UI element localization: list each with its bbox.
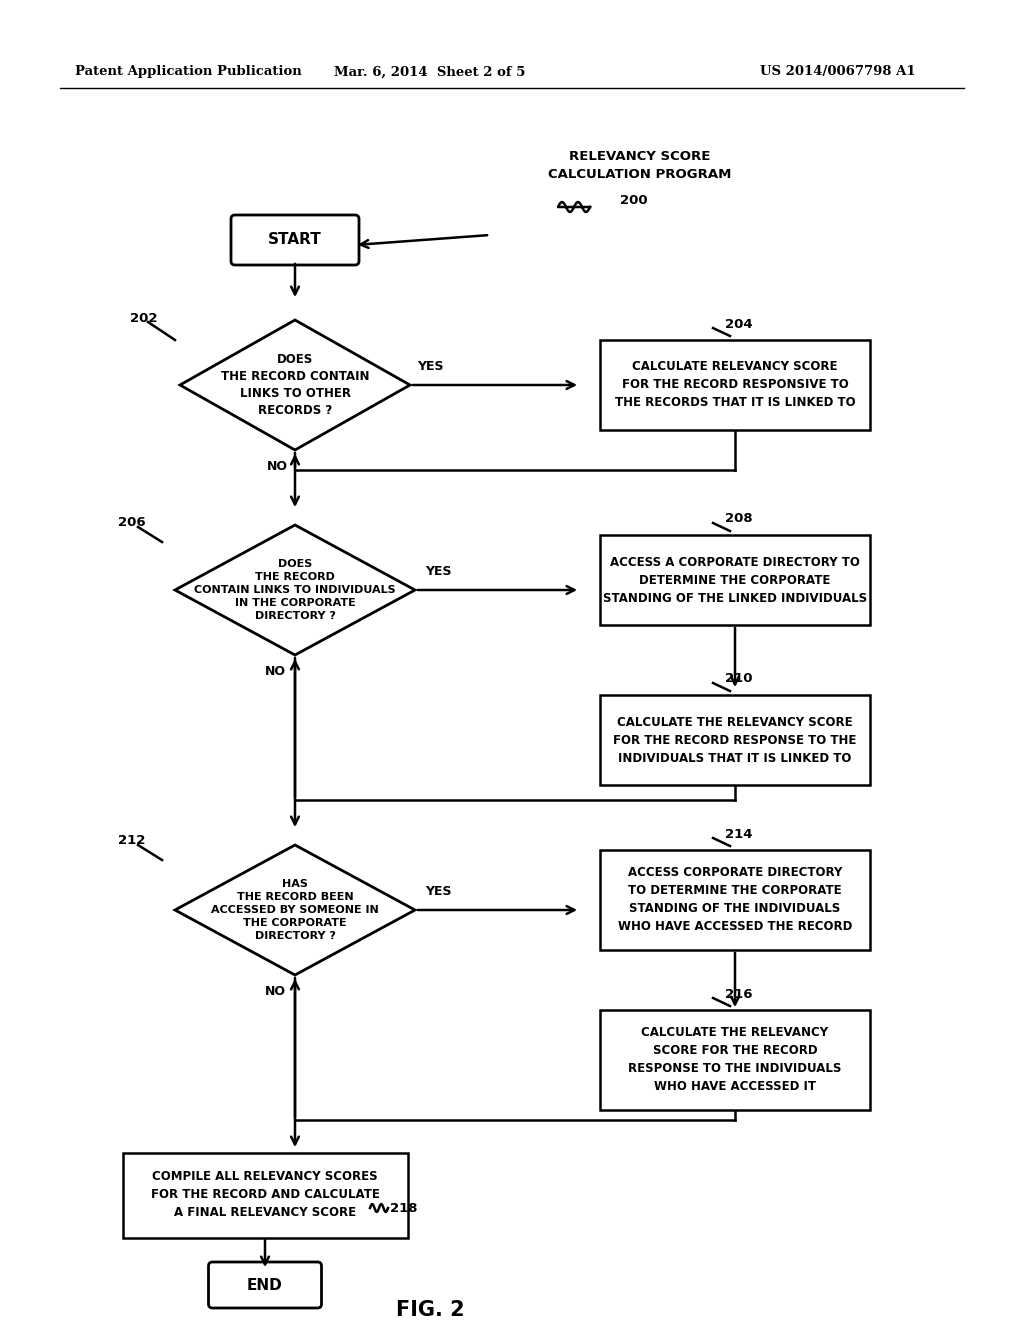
Text: NO: NO <box>264 665 286 678</box>
Bar <box>123 1152 408 1238</box>
Polygon shape <box>175 525 415 655</box>
Text: 218: 218 <box>390 1201 418 1214</box>
Text: RELEVANCY SCORE
CALCULATION PROGRAM: RELEVANCY SCORE CALCULATION PROGRAM <box>548 149 732 181</box>
Text: CALCULATE THE RELEVANCY
SCORE FOR THE RECORD
RESPONSE TO THE INDIVIDUALS
WHO HAV: CALCULATE THE RELEVANCY SCORE FOR THE RE… <box>629 1027 842 1093</box>
Text: CALCULATE THE RELEVANCY SCORE
FOR THE RECORD RESPONSE TO THE
INDIVIDUALS THAT IT: CALCULATE THE RELEVANCY SCORE FOR THE RE… <box>613 715 857 764</box>
Text: HAS
THE RECORD BEEN
ACCESSED BY SOMEONE IN
THE CORPORATE
DIRECTORY ?: HAS THE RECORD BEEN ACCESSED BY SOMEONE … <box>211 879 379 941</box>
Text: COMPILE ALL RELEVANCY SCORES
FOR THE RECORD AND CALCULATE
A FINAL RELEVANCY SCOR: COMPILE ALL RELEVANCY SCORES FOR THE REC… <box>151 1171 380 1220</box>
Text: ACCESS CORPORATE DIRECTORY
TO DETERMINE THE CORPORATE
STANDING OF THE INDIVIDUAL: ACCESS CORPORATE DIRECTORY TO DETERMINE … <box>617 866 852 933</box>
Bar <box>600 535 870 624</box>
Text: FIG. 2: FIG. 2 <box>395 1300 464 1320</box>
Bar <box>600 696 870 785</box>
Polygon shape <box>175 845 415 975</box>
Text: NO: NO <box>264 985 286 998</box>
Text: NO: NO <box>266 459 288 473</box>
Text: ACCESS A CORPORATE DIRECTORY TO
DETERMINE THE CORPORATE
STANDING OF THE LINKED I: ACCESS A CORPORATE DIRECTORY TO DETERMIN… <box>603 556 867 605</box>
Text: END: END <box>247 1278 283 1292</box>
Text: 206: 206 <box>118 516 145 528</box>
Bar <box>600 341 870 430</box>
Text: YES: YES <box>425 884 452 898</box>
Text: 212: 212 <box>118 833 145 846</box>
Text: CALCULATE RELEVANCY SCORE
FOR THE RECORD RESPONSIVE TO
THE RECORDS THAT IT IS LI: CALCULATE RELEVANCY SCORE FOR THE RECORD… <box>614 360 855 409</box>
Text: Patent Application Publication: Patent Application Publication <box>75 66 302 78</box>
Polygon shape <box>180 319 410 450</box>
Text: 202: 202 <box>130 312 158 325</box>
Text: YES: YES <box>425 565 452 578</box>
FancyBboxPatch shape <box>209 1262 322 1308</box>
Text: US 2014/0067798 A1: US 2014/0067798 A1 <box>760 66 915 78</box>
Text: Mar. 6, 2014  Sheet 2 of 5: Mar. 6, 2014 Sheet 2 of 5 <box>334 66 525 78</box>
Text: 208: 208 <box>725 512 753 525</box>
FancyBboxPatch shape <box>231 215 359 265</box>
Text: 216: 216 <box>725 987 753 1001</box>
Text: DOES
THE RECORD CONTAIN
LINKS TO OTHER
RECORDS ?: DOES THE RECORD CONTAIN LINKS TO OTHER R… <box>221 352 370 417</box>
Bar <box>600 1010 870 1110</box>
Text: 200: 200 <box>620 194 647 206</box>
Text: START: START <box>268 232 322 248</box>
Text: 204: 204 <box>725 318 753 330</box>
Text: DOES
THE RECORD
CONTAIN LINKS TO INDIVIDUALS
IN THE CORPORATE
DIRECTORY ?: DOES THE RECORD CONTAIN LINKS TO INDIVID… <box>195 558 396 622</box>
Text: YES: YES <box>417 360 443 374</box>
Bar <box>600 850 870 950</box>
Text: 210: 210 <box>725 672 753 685</box>
Text: 214: 214 <box>725 828 753 841</box>
